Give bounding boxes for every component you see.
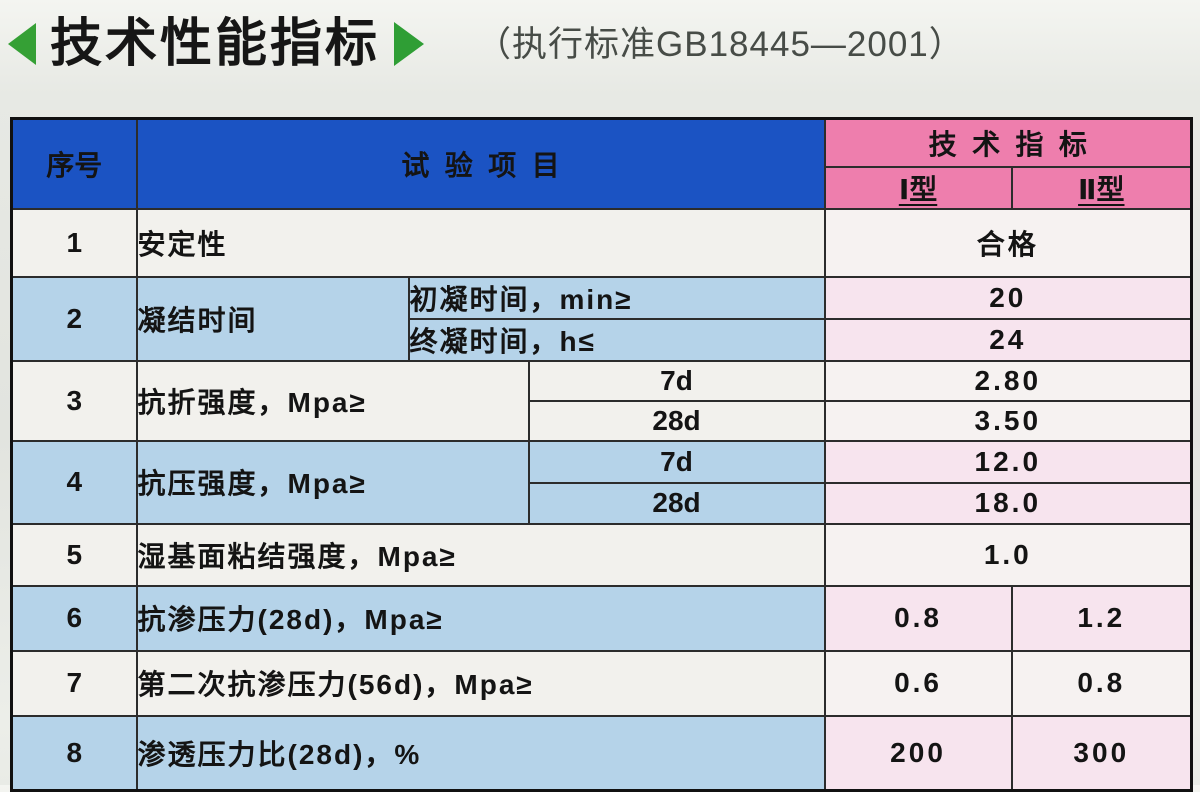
- row-number: 1: [10, 207, 138, 278]
- table-row: 7 第二次抗渗压力(56d)，Mpa≥ 0.6 0.8: [10, 649, 1193, 717]
- test-item-cell: 抗渗压力(28d)，Mpa≥: [135, 584, 826, 652]
- row-number: 5: [10, 522, 138, 587]
- age-cell: 28d: [527, 481, 826, 525]
- right-triangle-icon: [394, 22, 425, 66]
- age-cell: 7d: [527, 439, 826, 484]
- table-row: 3 抗折强度，Mpa≥ 7d 2.80: [10, 359, 1193, 442]
- table-row: 1 安定性 合格: [10, 207, 1193, 278]
- header-cell-type2: Ⅱ型: [1010, 165, 1193, 210]
- header-cell-tech-spec: 技术指标: [823, 117, 1193, 168]
- spec-value-cell: 18.0: [823, 481, 1193, 525]
- table-subrow: 28d 3.50: [12, 399, 1193, 442]
- header-cell-no: 序号: [10, 117, 138, 210]
- table-subrow: 28d 18.0: [12, 481, 1193, 525]
- table-row: 4 抗压强度，Mpa≥ 7d 12.0: [10, 439, 1193, 525]
- test-item-cell: 凝结时间: [135, 275, 410, 362]
- row-number: 2: [10, 275, 138, 362]
- spec-value-cell: 合格: [823, 207, 1193, 278]
- spec-value-cell: 20: [823, 275, 1193, 320]
- sub-item-cell: 初凝时间，min≥: [407, 275, 826, 320]
- test-item-cell: 抗压强度，Mpa≥: [135, 439, 530, 525]
- row-number: 6: [10, 584, 138, 652]
- spec-value-cell: 1.0: [823, 522, 1193, 587]
- row-number: 7: [10, 649, 138, 717]
- test-item-cell: 湿基面粘结强度，Mpa≥: [135, 522, 826, 587]
- left-triangle-icon: [8, 23, 36, 65]
- row-number: 3: [10, 359, 138, 442]
- table-subrow: 终凝时间，h≤ 24: [12, 317, 1193, 362]
- age-cell: 7d: [527, 359, 826, 402]
- spec-value-type1-cell: 200: [823, 714, 1013, 792]
- table-row: 8 渗透压力比(28d)，% 200 300: [10, 714, 1193, 792]
- table-header-row-1: 序号 试验项目 技术指标: [10, 117, 1193, 210]
- table-row: 2 凝结时间 初凝时间，min≥ 20: [10, 275, 1193, 362]
- spec-value-cell: 12.0: [823, 439, 1193, 484]
- test-item-cell: 抗折强度，Mpa≥: [135, 359, 530, 442]
- spec-value-type2-cell: 1.2: [1010, 584, 1193, 652]
- spec-value-cell: 2.80: [823, 359, 1193, 402]
- spec-value-type1-cell: 0.8: [823, 584, 1013, 652]
- test-item-cell: 渗透压力比(28d)，%: [135, 714, 826, 792]
- table-header-row-2: Ⅰ型 Ⅱ型: [12, 165, 1193, 210]
- test-item-cell: 安定性: [135, 207, 826, 278]
- age-cell: 28d: [527, 399, 826, 442]
- spec-value-type2-cell: 0.8: [1010, 649, 1193, 717]
- header-cell-test-item: 试验项目: [135, 117, 826, 210]
- table-row: 5 湿基面粘结强度，Mpa≥ 1.0: [10, 522, 1193, 587]
- standard-reference: （执行标准GB18445—2001）: [476, 24, 965, 64]
- sub-item-cell: 终凝时间，h≤: [407, 317, 826, 362]
- page-title: 技术性能指标: [50, 15, 381, 73]
- test-item-cell: 第二次抗渗压力(56d)，Mpa≥: [135, 649, 826, 717]
- spec-value-type2-cell: 300: [1010, 714, 1193, 792]
- table-row: 6 抗渗压力(28d)，Mpa≥ 0.8 1.2: [10, 584, 1193, 652]
- page-header: 技术性能指标 （执行标准GB18445—2001）: [0, 0, 1200, 72]
- spec-value-type1-cell: 0.6: [823, 649, 1013, 717]
- row-number: 8: [10, 714, 138, 792]
- header-cell-type1: Ⅰ型: [823, 165, 1013, 210]
- spec-value-cell: 24: [823, 317, 1193, 362]
- spec-value-cell: 3.50: [823, 399, 1193, 442]
- spec-table: 序号 试验项目 技术指标 Ⅰ型 Ⅱ型 1 安定性 合格 2 凝结时间 初凝时间，…: [10, 117, 1194, 792]
- row-number: 4: [10, 439, 138, 525]
